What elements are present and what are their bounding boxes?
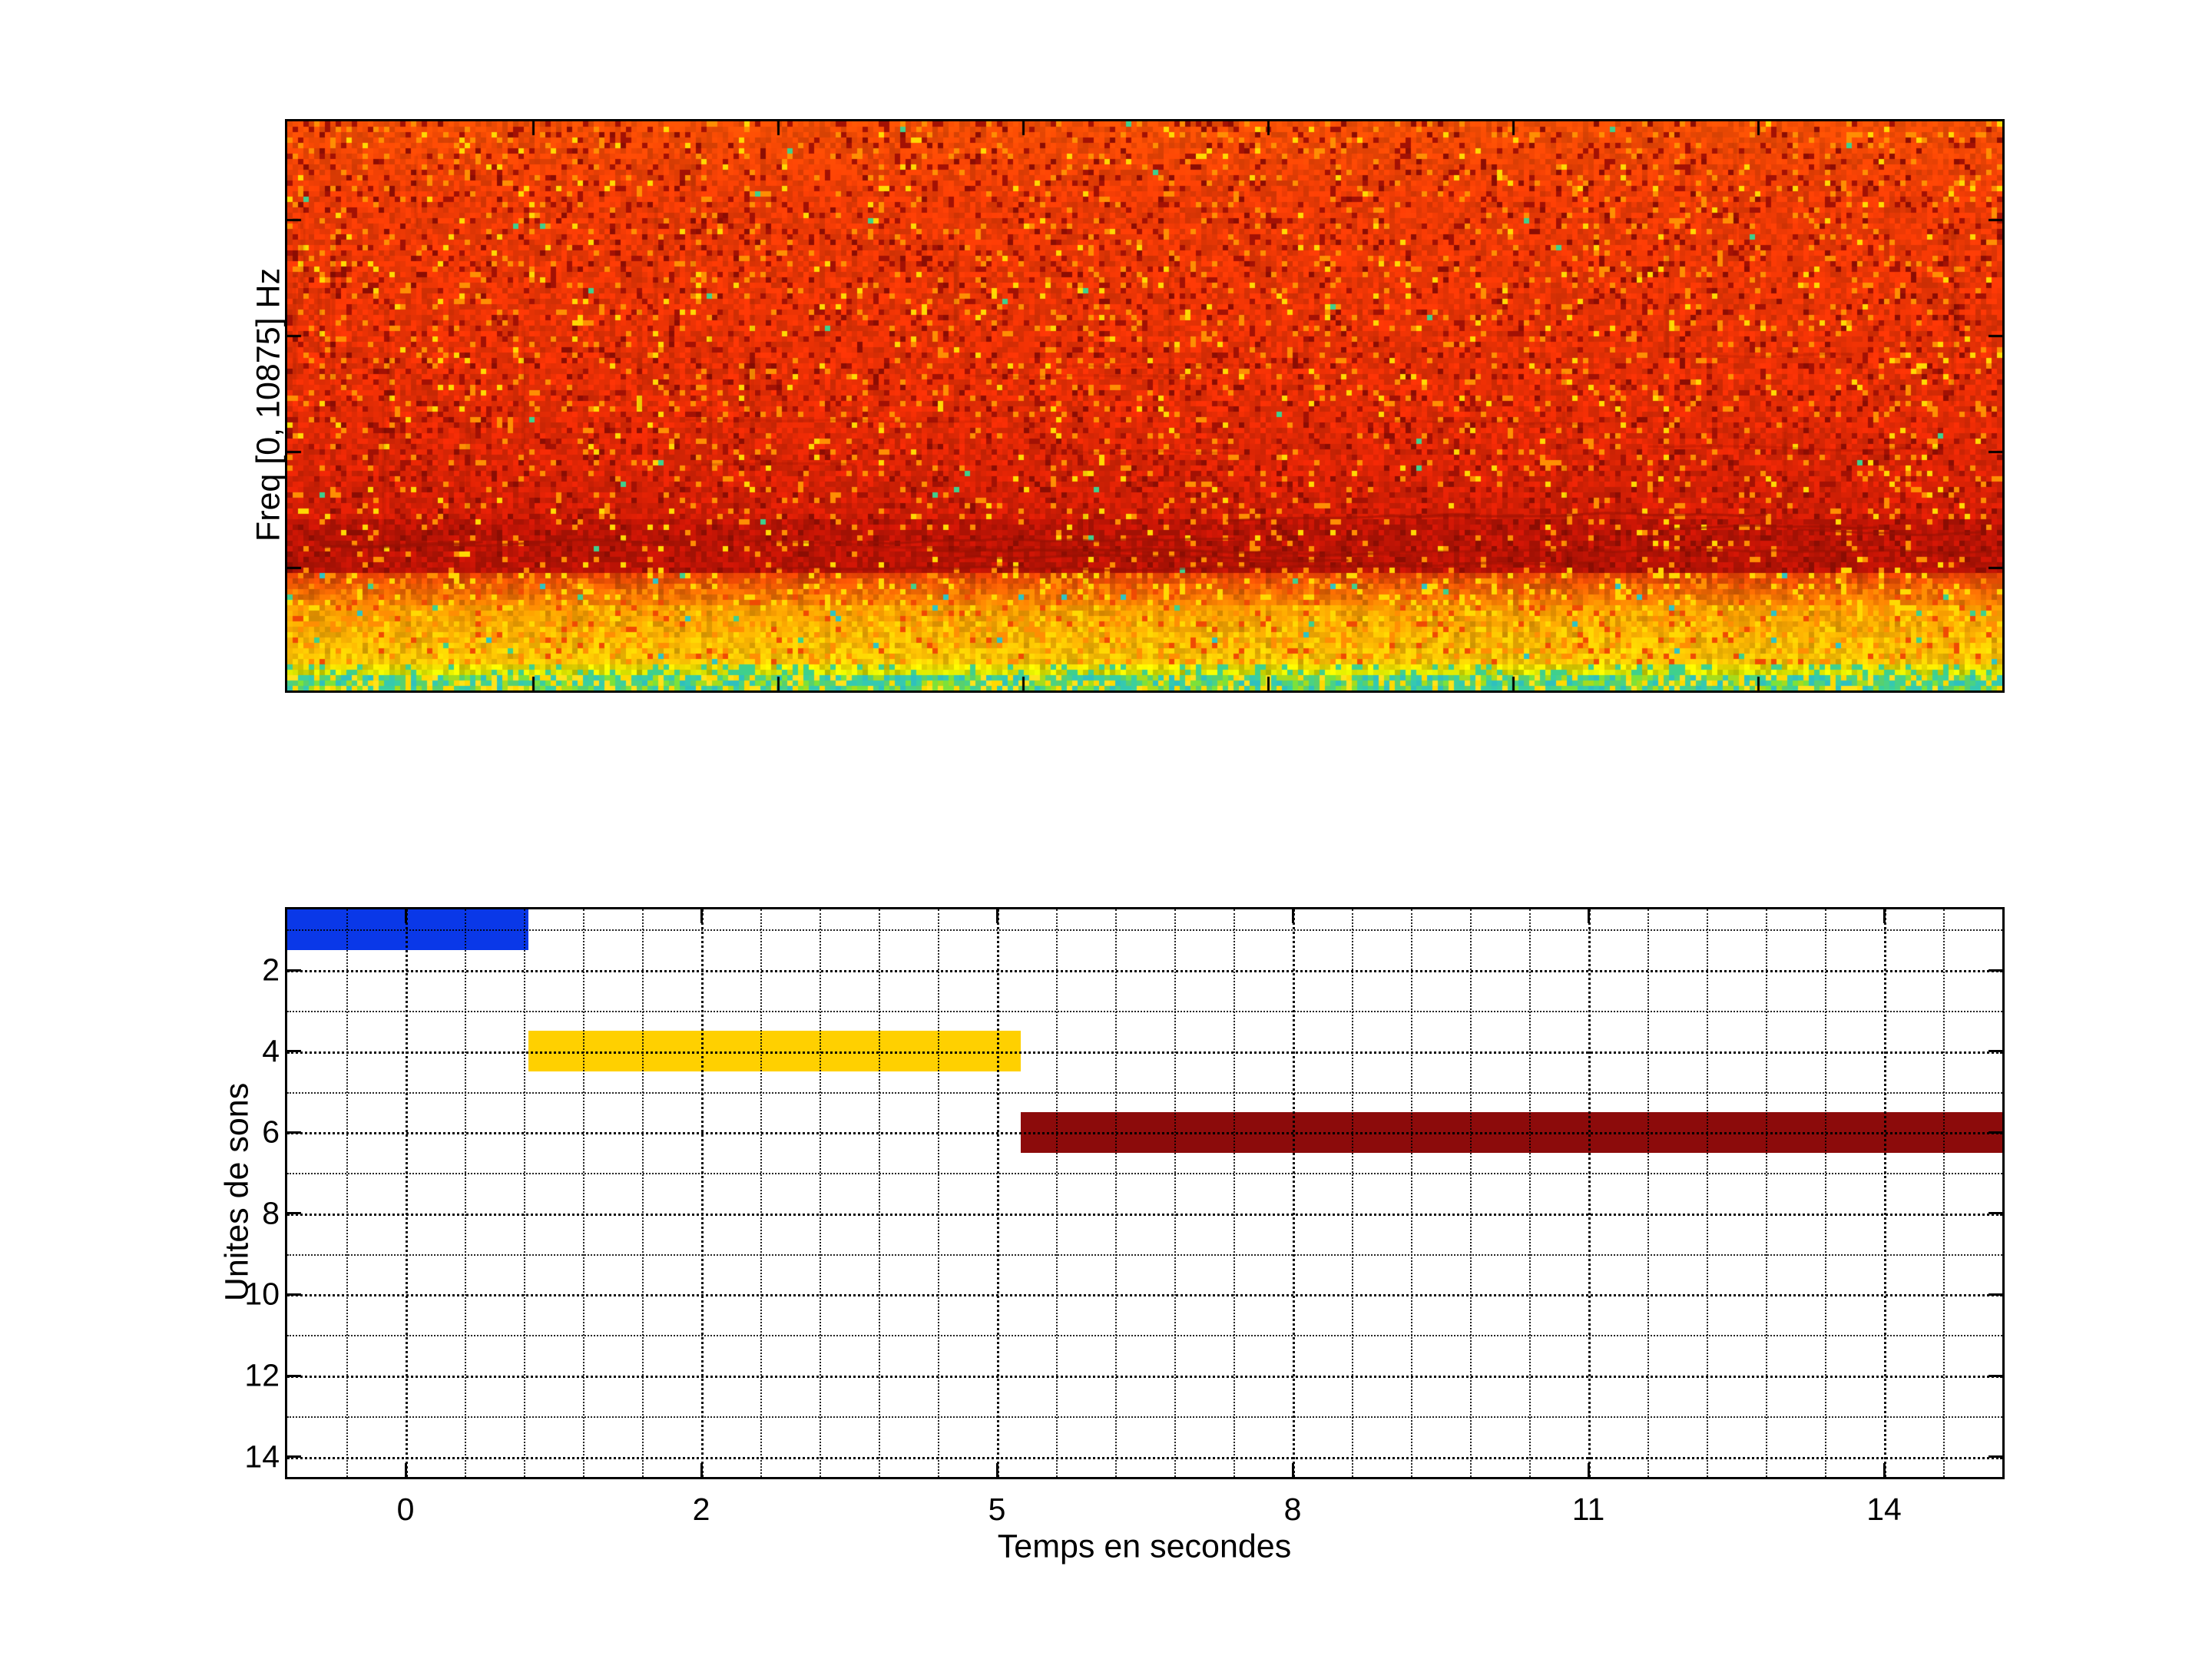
axis-tickmark <box>404 909 407 923</box>
axis-tickmark <box>1291 909 1294 923</box>
x-major-gridline <box>1884 909 1886 1477</box>
x-minor-gridline <box>346 909 348 1477</box>
axis-tickmark <box>1988 1374 2002 1377</box>
x-minor-gridline <box>1352 909 1353 1477</box>
axis-tickmark <box>1988 1293 2002 1296</box>
axis-tickmark <box>1587 1463 1590 1477</box>
x-minor-gridline <box>1766 909 1767 1477</box>
x-minor-gridline <box>760 909 762 1477</box>
axis-tickmark <box>700 1463 703 1477</box>
axis-tickmark <box>1988 1212 2002 1215</box>
x-minor-gridline <box>465 909 466 1477</box>
y-tick-label: 6 <box>262 1114 280 1150</box>
x-minor-gridline <box>1943 909 1945 1477</box>
x-tick-label: 8 <box>1283 1492 1302 1527</box>
spectrogram-image <box>287 121 2002 690</box>
axis-tickmark <box>1587 909 1590 923</box>
x-major-gridline <box>406 909 408 1477</box>
x-major-gridline <box>1588 909 1591 1477</box>
x-minor-gridline <box>642 909 644 1477</box>
axis-tickmark <box>287 1050 301 1053</box>
x-major-gridline <box>701 909 704 1477</box>
x-minor-gridline <box>1825 909 1826 1477</box>
axis-tickmark <box>1988 1050 2002 1053</box>
x-minor-gridline <box>1470 909 1472 1477</box>
axis-tickmark <box>287 1374 301 1377</box>
x-tick-label: 14 <box>1866 1492 1902 1527</box>
x-tick-label: 0 <box>396 1492 415 1527</box>
x-minor-gridline <box>1529 909 1531 1477</box>
x-minor-gridline <box>583 909 584 1477</box>
x-minor-gridline <box>1233 909 1235 1477</box>
x-minor-gridline <box>524 909 525 1477</box>
y-minor-gridline <box>287 1416 2002 1418</box>
x-tick-label: 11 <box>1571 1492 1605 1527</box>
y-major-gridline <box>287 1213 2002 1216</box>
x-minor-gridline <box>1707 909 1708 1477</box>
units-xlabel: Temps en secondes <box>997 1528 1292 1565</box>
x-minor-gridline <box>879 909 880 1477</box>
axis-tickmark <box>287 1212 301 1215</box>
x-minor-gridline <box>1056 909 1058 1477</box>
x-major-gridline <box>997 909 999 1477</box>
x-major-gridline <box>1293 909 1295 1477</box>
axis-tickmark <box>404 1463 407 1477</box>
axis-tickmark <box>1988 1455 2002 1459</box>
axis-tickmark <box>995 1463 998 1477</box>
y-minor-gridline <box>287 1253 2002 1256</box>
y-major-gridline <box>287 970 2002 973</box>
x-minor-gridline <box>1174 909 1176 1477</box>
spectrogram-ylabel: Freq [0, 10875] Hz <box>250 267 287 542</box>
x-minor-gridline <box>938 909 939 1477</box>
y-minor-gridline <box>287 1335 2002 1337</box>
axis-tickmark <box>995 909 998 923</box>
y-minor-gridline <box>287 1173 2002 1175</box>
axis-tickmark <box>287 969 301 972</box>
units-plot-area <box>287 909 2002 1477</box>
y-tick-label: 8 <box>262 1195 280 1231</box>
axis-tickmark <box>287 1131 301 1134</box>
x-minor-gridline <box>820 909 821 1477</box>
x-tick-label: 2 <box>692 1492 710 1527</box>
y-major-gridline <box>287 1132 2002 1135</box>
axis-tickmark <box>287 1455 301 1459</box>
axis-tickmark <box>287 1293 301 1296</box>
y-minor-gridline <box>287 1091 2002 1094</box>
axis-tickmark <box>1291 1463 1294 1477</box>
y-tick-label: 10 <box>244 1276 280 1312</box>
axis-tickmark <box>1988 969 2002 972</box>
y-tick-label: 4 <box>262 1033 280 1069</box>
y-tick-label: 12 <box>244 1357 280 1393</box>
x-minor-gridline <box>1115 909 1117 1477</box>
y-minor-gridline <box>287 929 2002 932</box>
y-minor-gridline <box>287 1010 2002 1012</box>
axis-tickmark <box>1883 1463 1886 1477</box>
x-tick-label: 5 <box>988 1492 1006 1527</box>
units-ylabel: Unites de sons <box>218 1082 256 1302</box>
x-minor-gridline <box>1411 909 1412 1477</box>
y-major-gridline <box>287 1051 2002 1054</box>
y-tick-label: 2 <box>262 952 280 988</box>
y-major-gridline <box>287 1376 2002 1379</box>
axis-tickmark <box>700 909 703 923</box>
x-minor-gridline <box>1647 909 1649 1477</box>
y-major-gridline <box>287 1294 2002 1297</box>
y-tick-label: 14 <box>244 1439 280 1475</box>
y-major-gridline <box>287 1456 2002 1459</box>
axis-tickmark <box>1883 909 1886 923</box>
axis-tickmark <box>1988 1131 2002 1134</box>
